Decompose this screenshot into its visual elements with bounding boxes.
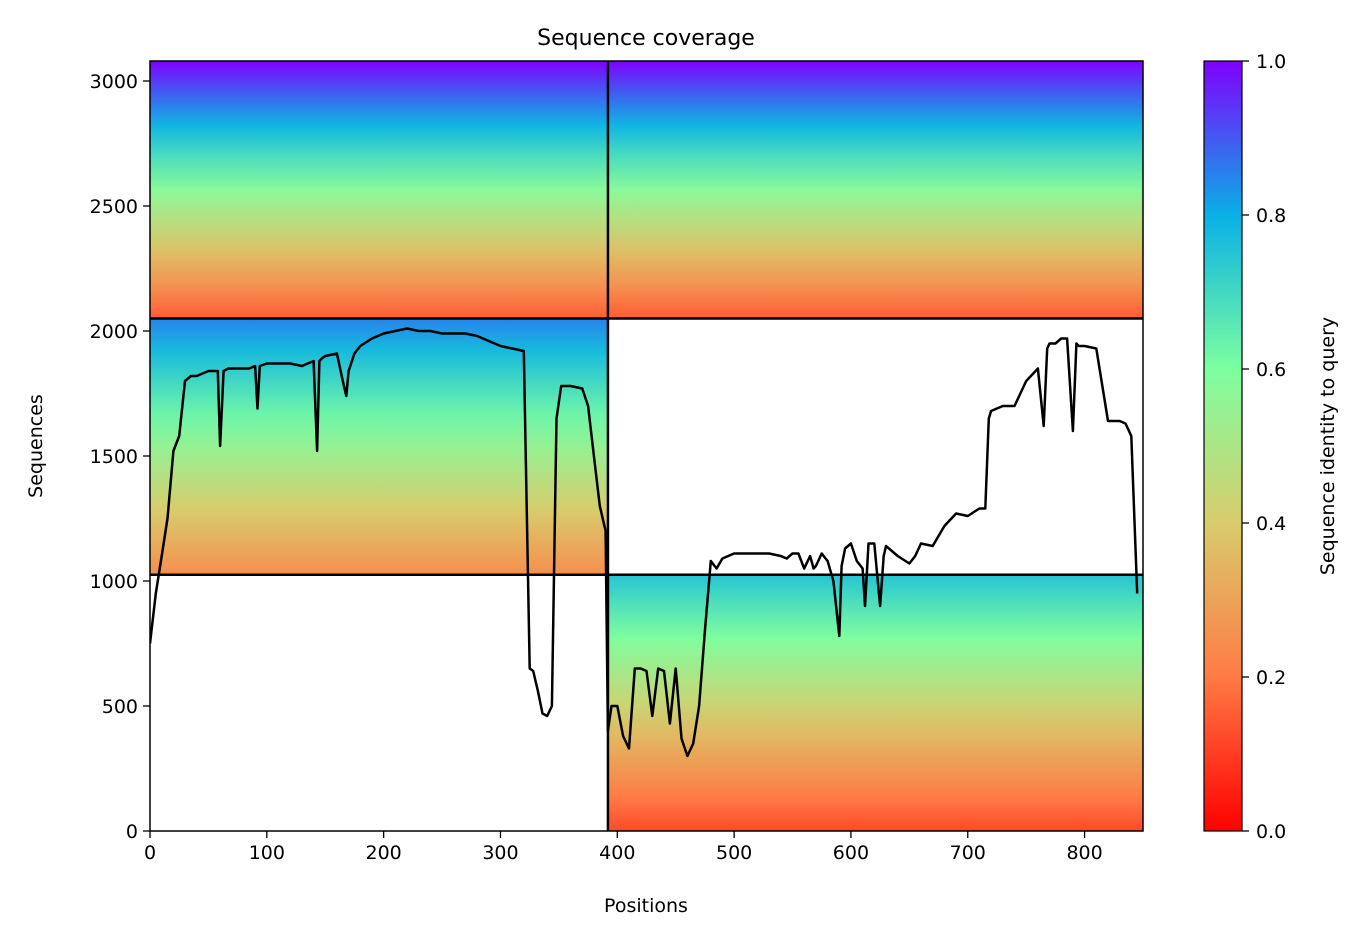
- x-tick-label: 600: [833, 842, 869, 864]
- colorbar: 0.0 0.2 0.4 0.6 0.8 1.0 Sequence identity to …: [1203, 51, 1339, 843]
- colorbar-tick-label: 0.6: [1256, 359, 1286, 381]
- x-tick-label: 200: [366, 842, 402, 864]
- x-tick-label: 500: [716, 842, 752, 864]
- y-tick-label: 3000: [90, 71, 138, 93]
- colorbar-tick-label: 0.8: [1256, 205, 1286, 227]
- coverage-block: [607, 61, 1143, 319]
- x-tick-label: 700: [950, 842, 986, 864]
- coverage-blocks: [150, 61, 1143, 831]
- colorbar-tick-label: 0.2: [1256, 667, 1286, 689]
- x-tick-label: 800: [1066, 842, 1102, 864]
- plot-frame: [149, 60, 1144, 832]
- x-tick-label: 100: [249, 842, 285, 864]
- chart-title: Sequence coverage: [537, 26, 755, 51]
- y-tick-label: 1500: [90, 446, 138, 468]
- coverage-block: [607, 574, 1143, 831]
- y-tick-label: 500: [102, 696, 138, 718]
- x-axis-label: Positions: [604, 895, 688, 917]
- x-tick-label: 0: [144, 842, 156, 864]
- colorbar-tick-label: 0.0: [1256, 821, 1286, 843]
- x-axis: 0 100 200 300 400 500 600 700 800: [144, 831, 1103, 864]
- x-tick-label: 300: [482, 842, 518, 864]
- plot-area: [150, 61, 1143, 831]
- y-tick-label: 2000: [90, 321, 138, 343]
- coverage-block: [150, 318, 608, 575]
- y-tick-label: 1000: [90, 571, 138, 593]
- colorbar-label: Sequence identity to query: [1317, 317, 1339, 575]
- colorbar-tick-label: 0.4: [1256, 513, 1286, 535]
- coverage-line: [150, 327, 1139, 758]
- y-tick-label: 2500: [90, 196, 138, 218]
- y-tick-label: 0: [126, 821, 138, 843]
- coverage-block: [150, 61, 608, 319]
- y-axis: 0 500 1000 1500 2000 2500 3000: [90, 71, 150, 843]
- y-axis-label: Sequences: [25, 394, 47, 498]
- x-tick-label: 400: [599, 842, 635, 864]
- colorbar-tick-label: 1.0: [1256, 51, 1286, 73]
- colorbar-bar: [1203, 60, 1243, 832]
- colorbar-ticks: 0.0 0.2 0.4 0.6 0.8 1.0: [1242, 51, 1286, 843]
